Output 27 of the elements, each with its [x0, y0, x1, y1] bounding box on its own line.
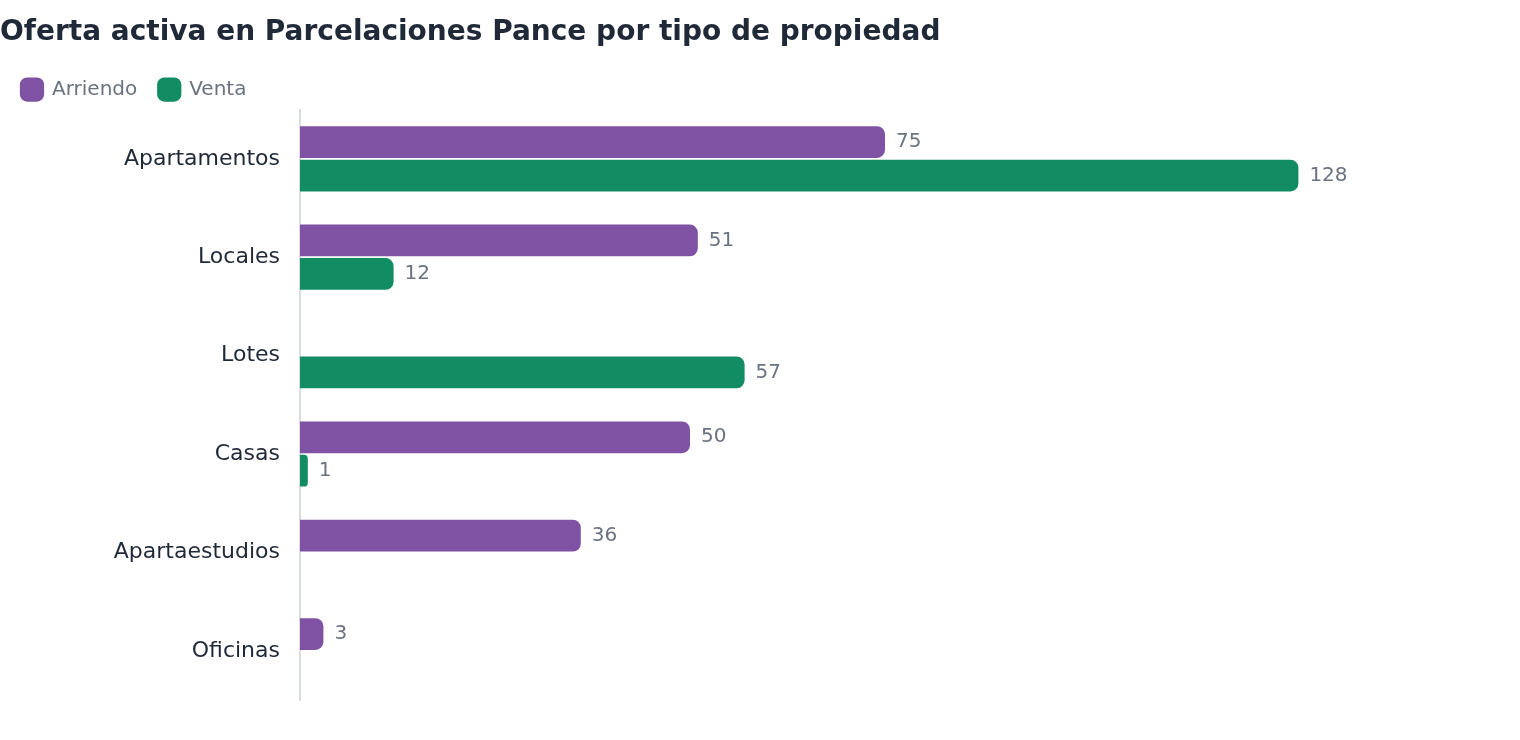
bar	[300, 258, 394, 290]
legend-label: Arriendo	[52, 75, 138, 100]
bar	[300, 224, 698, 257]
legend-label: Venta	[189, 75, 247, 100]
y-tick-label: Casas	[214, 439, 280, 465]
bar	[300, 618, 324, 650]
bar	[300, 159, 1299, 192]
chart-title: Oferta activa en Parcelaciones Pance por tipo de propiedad	[0, 14, 941, 48]
bar	[300, 454, 308, 487]
data-label: 128	[1309, 161, 1348, 186]
y-tick-label: Oficinas	[191, 636, 280, 662]
bar	[300, 421, 690, 454]
bar	[300, 519, 581, 552]
bar	[300, 356, 745, 389]
y-tick-label: Apartaestudios	[113, 538, 280, 564]
data-label: 75	[896, 128, 922, 153]
data-label: 57	[755, 358, 782, 383]
y-tick-label: Apartamentos	[123, 144, 280, 170]
data-label: 12	[404, 260, 431, 285]
y-tick-label: Lotes	[221, 341, 280, 367]
data-label: 51	[708, 226, 735, 251]
y-tick-label: Locales	[197, 242, 280, 268]
data-label: 3	[334, 620, 348, 645]
data-label: 50	[701, 423, 727, 448]
data-label: 36	[591, 521, 618, 546]
data-label: 1	[318, 456, 332, 481]
bar	[300, 126, 885, 158]
